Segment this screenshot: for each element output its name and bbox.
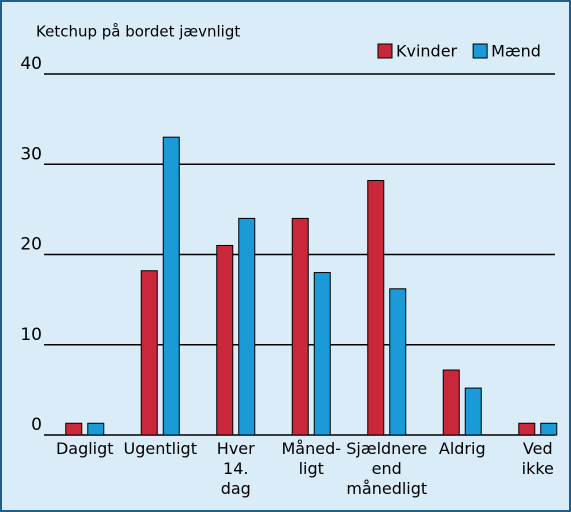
bar <box>87 422 105 436</box>
bar <box>291 217 309 436</box>
bar <box>140 270 158 436</box>
chart-title: Ketchup på bordet jævnligt <box>36 23 240 41</box>
x-tick-label: Måned-ligt <box>281 439 341 478</box>
bar <box>464 387 482 436</box>
bar <box>518 422 536 436</box>
bar <box>540 422 558 436</box>
bar <box>367 179 385 436</box>
y-tick-label: 20 <box>20 235 42 255</box>
bar <box>238 217 256 436</box>
bar <box>216 244 234 436</box>
bar <box>162 136 180 436</box>
x-tick-label: Dagligt <box>56 439 114 458</box>
legend-swatch <box>377 43 393 59</box>
y-tick-label: 0 <box>31 415 42 435</box>
y-tick-label: 40 <box>20 54 42 74</box>
x-tick-label: Aldrig <box>439 439 486 458</box>
bar <box>313 272 331 436</box>
bar <box>442 369 460 436</box>
x-tick-label: Sjældnere end månedligt <box>346 439 427 498</box>
legend-swatch <box>472 43 488 59</box>
y-tick-label: 30 <box>20 144 42 164</box>
bar <box>389 288 407 436</box>
legend-label: Kvinder <box>396 42 458 61</box>
x-tick-label: Hver 14. dag <box>217 439 255 498</box>
x-tick-label: Ved ikke <box>522 439 554 478</box>
bar <box>65 422 83 436</box>
x-tick-label: Ugentligt <box>124 439 197 458</box>
legend-label: Mænd <box>491 42 541 61</box>
y-tick-label: 10 <box>20 325 42 345</box>
